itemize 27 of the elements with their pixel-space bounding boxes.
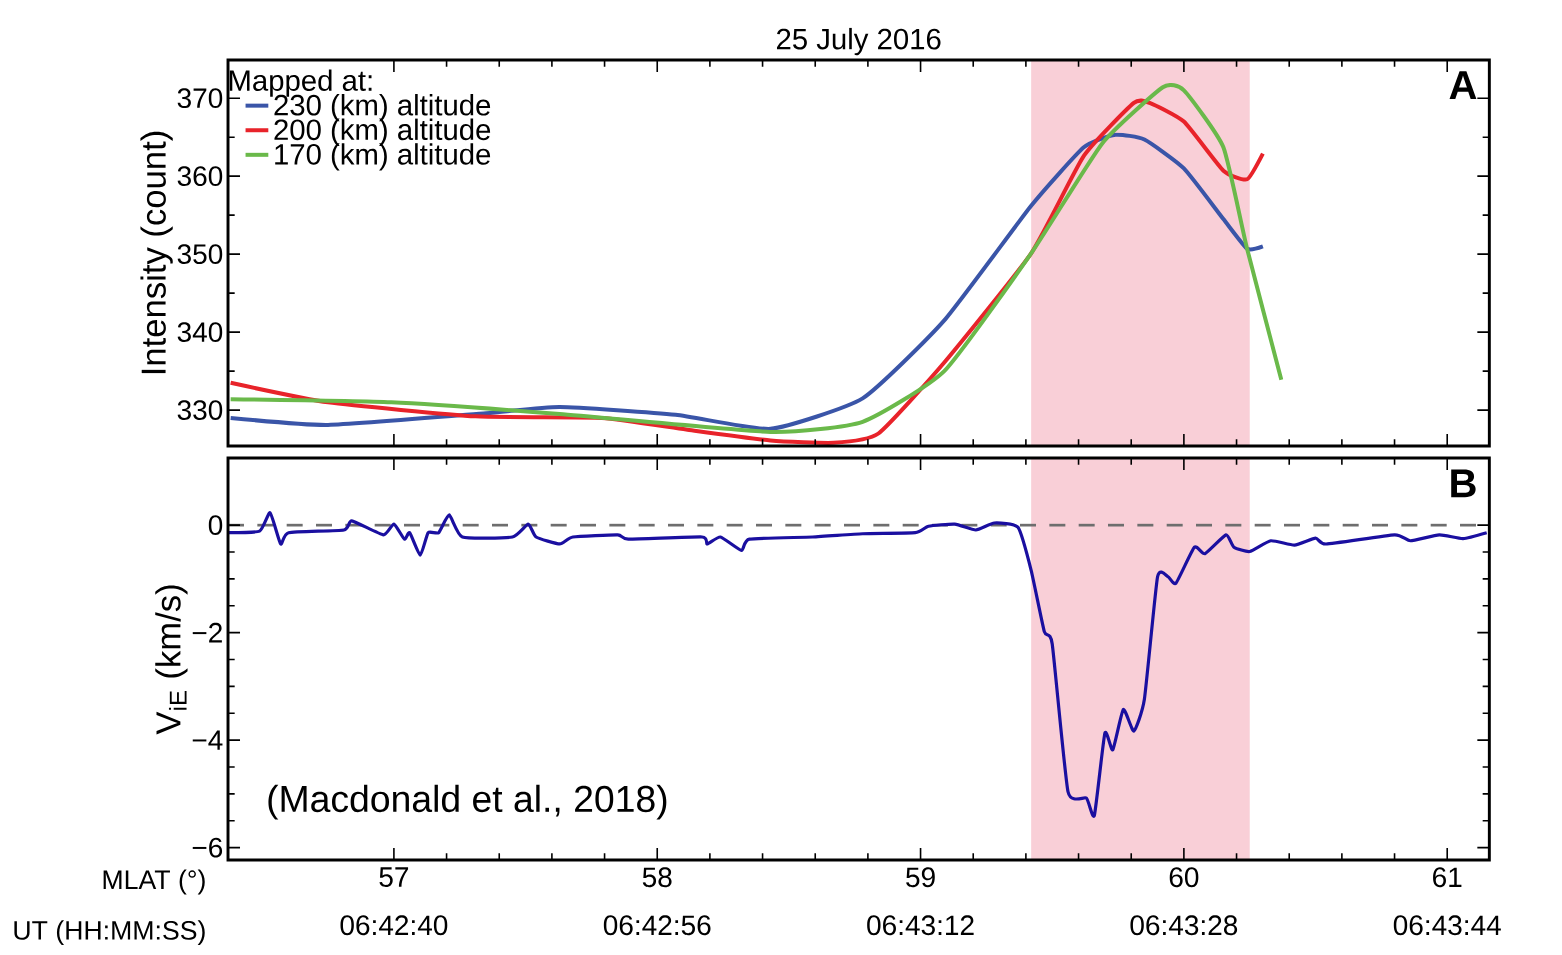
x-tick-label: 60 [1169,867,1199,888]
y-tick-label: 340 [177,322,223,343]
y-tick-label: 360 [177,166,223,187]
x2-tick-label: 06:42:40 [340,915,448,936]
y-tick-label: 330 [177,400,223,421]
x-tick-label: 57 [379,867,409,887]
x-tick-label: 58 [642,867,672,888]
x-tick-label: 59 [906,867,935,888]
y-tick-label: −4 [192,730,223,750]
x2-tick-label: 06:42:56 [603,915,711,936]
x2-tick-label: 06:43:28 [1130,915,1238,936]
y-tick-label: 370 [177,88,223,109]
x-axis-title: MLAT (°) [103,869,205,895]
x2-tick-label: 06:43:12 [867,915,974,936]
annotation: B [1451,469,1476,498]
y-axis-title: Intensity (count) [140,131,173,374]
x-tick-label: 61 [1433,867,1462,888]
y-axis-title: V$_{iE}$ (km/s) [155,585,188,735]
y-tick-label: 350 [177,244,223,265]
x2-axis-title: UT (HH:MM:SS) [14,920,205,946]
annotation: A [1449,71,1477,99]
x2-tick-label: 06:43:44 [1393,915,1501,936]
chart-title: 25 July 2016 [776,27,941,56]
y-tick-label: 0 [208,515,223,536]
annotation: (Macdonald et al., 2018) [268,784,667,820]
y-tick-label: −6 [192,837,223,858]
y-tick-label: −2 [192,622,222,643]
